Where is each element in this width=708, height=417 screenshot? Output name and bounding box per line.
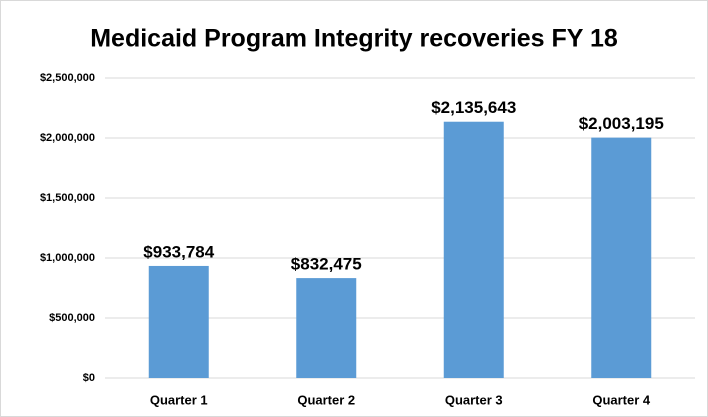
x-tick-label: Quarter 2: [297, 392, 355, 407]
x-tick-label: Quarter 1: [150, 392, 208, 407]
x-tick-label: Quarter 3: [445, 392, 503, 407]
value-label: $832,475: [291, 255, 362, 274]
y-tick-label: $0: [83, 372, 95, 384]
chart-title: Medicaid Program Integrity recoveries FY…: [90, 25, 618, 53]
bar: [591, 137, 652, 378]
y-tick-label: $2,500,000: [40, 72, 95, 84]
value-label: $2,135,643: [431, 98, 516, 117]
bar: [443, 121, 504, 378]
x-tick-label: Quarter 4: [592, 392, 651, 407]
y-tick-label: $1,500,000: [40, 192, 95, 204]
y-tick-label: $500,000: [49, 312, 95, 324]
value-label: $2,003,195: [579, 114, 664, 133]
bar: [148, 265, 209, 378]
bar: [296, 278, 357, 378]
y-tick-label: $1,000,000: [40, 252, 95, 264]
value-label: $933,784: [143, 242, 214, 261]
y-tick-label: $2,000,000: [40, 132, 95, 144]
